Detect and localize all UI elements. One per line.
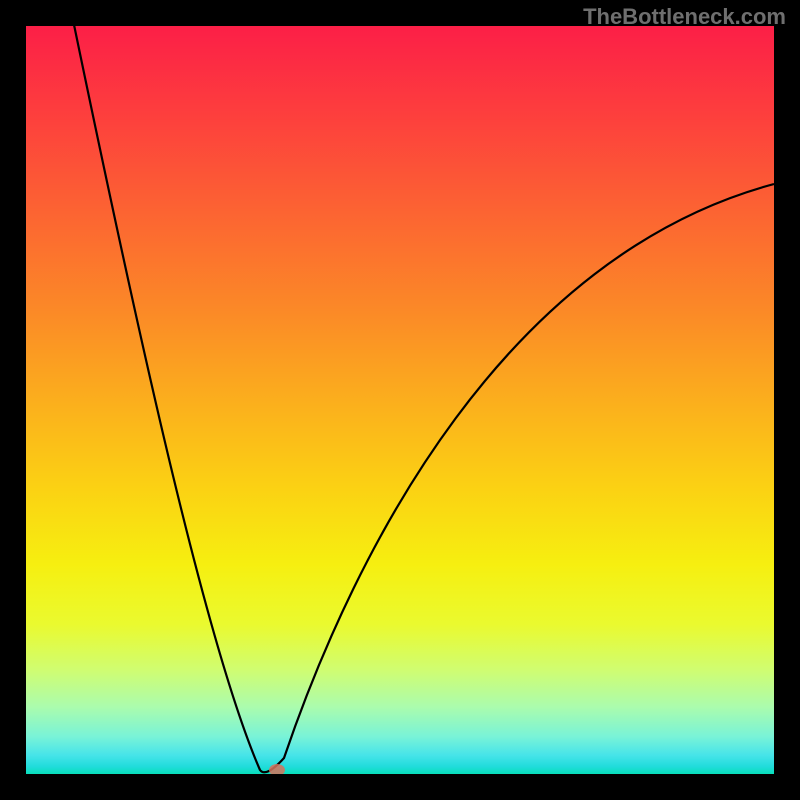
chart-frame: TheBottleneck.com xyxy=(0,0,800,800)
watermark-text: TheBottleneck.com xyxy=(583,4,786,30)
plot-area xyxy=(26,26,774,774)
